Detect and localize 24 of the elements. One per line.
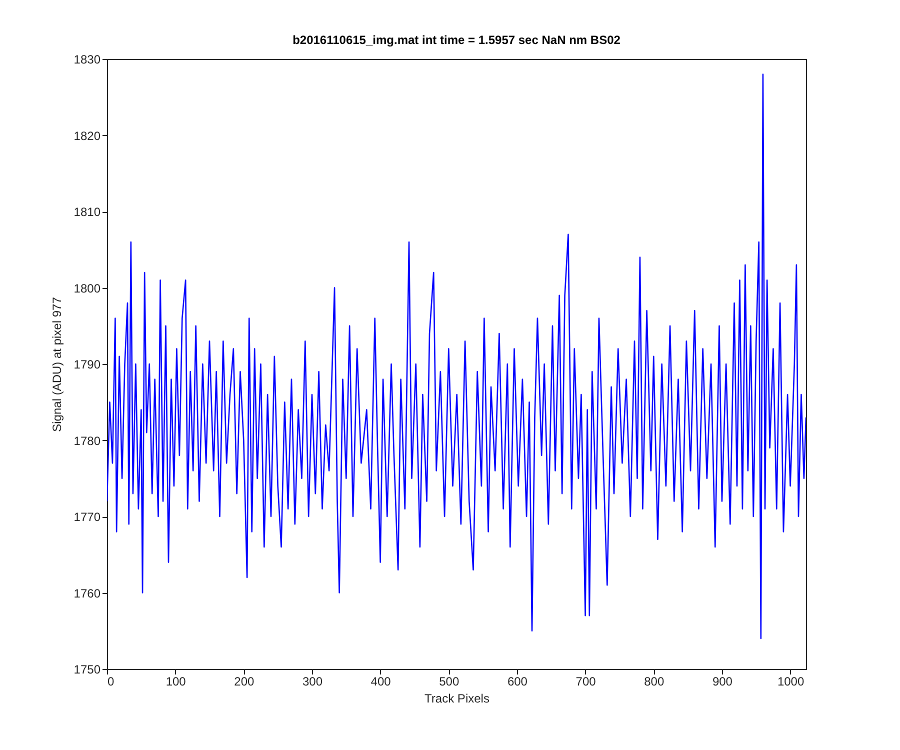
y-tick-label: 1830	[74, 52, 101, 66]
y-tick-label: 1780	[74, 434, 101, 448]
x-tick-label: 1000	[777, 674, 804, 688]
x-tick-label: 200	[234, 674, 254, 688]
y-tick-label: 1760	[74, 586, 101, 600]
x-tick-label: 0	[108, 674, 114, 688]
y-tick-label: 1820	[74, 128, 101, 143]
y-tick-label: 1770	[74, 510, 101, 524]
chart-title: b2016110615_img.mat int time = 1.5957 sec NaN nm BS02	[292, 33, 621, 47]
x-tick-label: 600	[507, 674, 528, 688]
x-axis-title: Track Pixels	[424, 692, 490, 706]
x-tick-label: 700	[576, 674, 596, 688]
y-tick-label: 1810	[74, 205, 101, 219]
x-tick-label: 100	[166, 674, 186, 688]
y-axis-title: Signal (ADU) at pixel 977	[50, 296, 64, 432]
x-tick-label: 900	[712, 674, 733, 688]
x-tick-label: 500	[439, 674, 460, 688]
x-tick-label: 300	[302, 674, 323, 688]
x-tick-label: 800	[644, 674, 664, 688]
line-series	[107, 74, 806, 640]
x-tick-label: 400	[370, 674, 392, 688]
y-tick-label: 1750	[74, 662, 101, 676]
y-tick-label: 1790	[74, 358, 101, 372]
y-tick-label: 1800	[74, 281, 101, 296]
